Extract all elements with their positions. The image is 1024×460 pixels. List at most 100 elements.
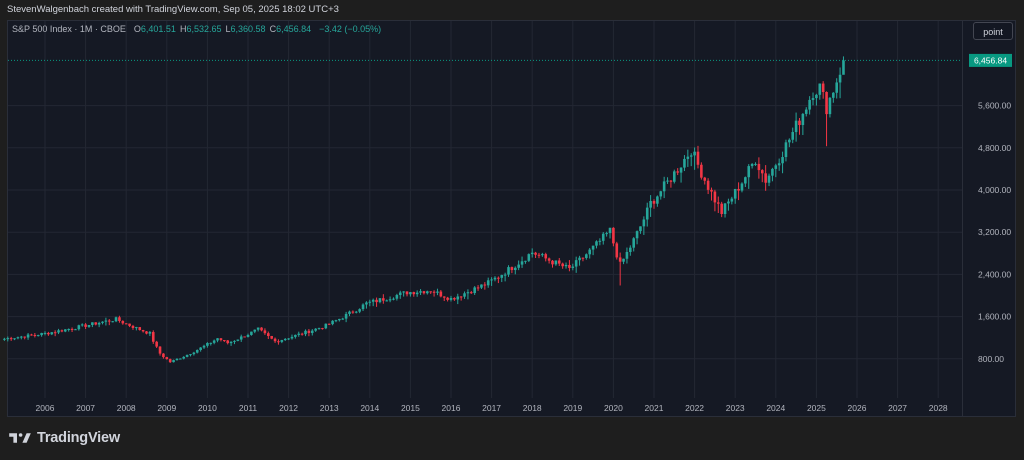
candle [652,200,656,204]
candle [429,291,432,293]
last-price-badge [969,53,1012,67]
candle [591,245,595,250]
candle [280,340,284,342]
high-value: H6,532.65 [179,24,222,34]
candle [544,254,548,259]
candle [510,267,514,271]
candle [6,338,10,340]
candle [642,219,646,227]
time-tick-label: 2013 [320,403,339,413]
candle [344,313,348,319]
candle [283,338,287,341]
candle [229,341,233,344]
candle [686,156,690,159]
candle [243,336,246,338]
candle [361,304,365,310]
candle [223,340,226,342]
candle [442,296,446,298]
candle [747,166,751,178]
candle [84,324,87,327]
candle [91,322,94,325]
candle [446,297,449,300]
candle [378,298,382,303]
candle [760,170,764,174]
candle [70,328,74,330]
time-tick-label: 2020 [604,403,623,413]
candle [585,254,588,258]
candle [777,163,781,166]
candle [527,254,531,261]
candle [720,203,723,214]
candle [104,320,108,322]
candle [64,329,67,332]
candle [87,324,91,327]
candle [466,292,470,294]
candle [314,328,317,331]
point-button[interactable]: point [973,22,1013,40]
candle [148,332,152,334]
candle [513,267,517,271]
candle [246,334,250,337]
candle [500,275,504,278]
candle [317,328,321,330]
candle [324,323,328,329]
candle [179,358,182,360]
candle [432,291,436,293]
candle [80,324,84,326]
candle [185,354,189,357]
candle [737,188,740,191]
candle [192,352,196,355]
candle [77,325,81,330]
candle [365,302,368,305]
candle [608,227,612,234]
candle [74,329,77,331]
candle [239,336,243,340]
candle [253,329,257,332]
candle [595,241,598,246]
chart-pane[interactable] [7,20,1016,417]
candle [541,254,544,256]
candle [480,284,483,288]
time-tick-label: 2008 [117,403,136,413]
candle [764,173,767,183]
candle [564,264,568,267]
candle [162,353,165,358]
change-value: −3.42 (−0.05%) [319,24,382,34]
candle [419,291,422,293]
candle [43,332,47,334]
candle [341,318,345,320]
candle [182,356,186,359]
candle [212,340,216,343]
candle [118,317,121,322]
candle [368,301,372,303]
candle [23,336,26,338]
candle [828,97,832,115]
candle [263,330,267,334]
time-axis[interactable]: 2006 2007 2008 2009 2010 2011 2012 2013 2014 2015… [36,403,948,413]
candle [402,291,405,293]
candle [794,120,798,133]
candle [730,198,734,202]
candle [788,139,791,143]
candle [50,332,54,335]
candle [53,332,57,334]
candle [656,196,659,204]
candle [107,320,111,322]
tradingview-brand[interactable]: TradingView [9,430,120,446]
candle [128,323,131,326]
candle [557,260,561,264]
candle [26,334,30,338]
candle [612,227,615,244]
candle [398,292,402,296]
price-axis[interactable]: 800.00 1,600.00 2,400.00 3,200.00 4,000.00 4,… [969,53,1012,364]
candle [781,157,784,164]
candle [703,177,707,181]
candle [131,325,135,328]
price-tick-label: 3,200.00 [978,227,1011,237]
price-tick-label: 1,600.00 [978,312,1011,322]
candle [547,258,551,261]
candle [490,279,493,281]
candle [723,203,727,214]
candle [835,82,838,93]
